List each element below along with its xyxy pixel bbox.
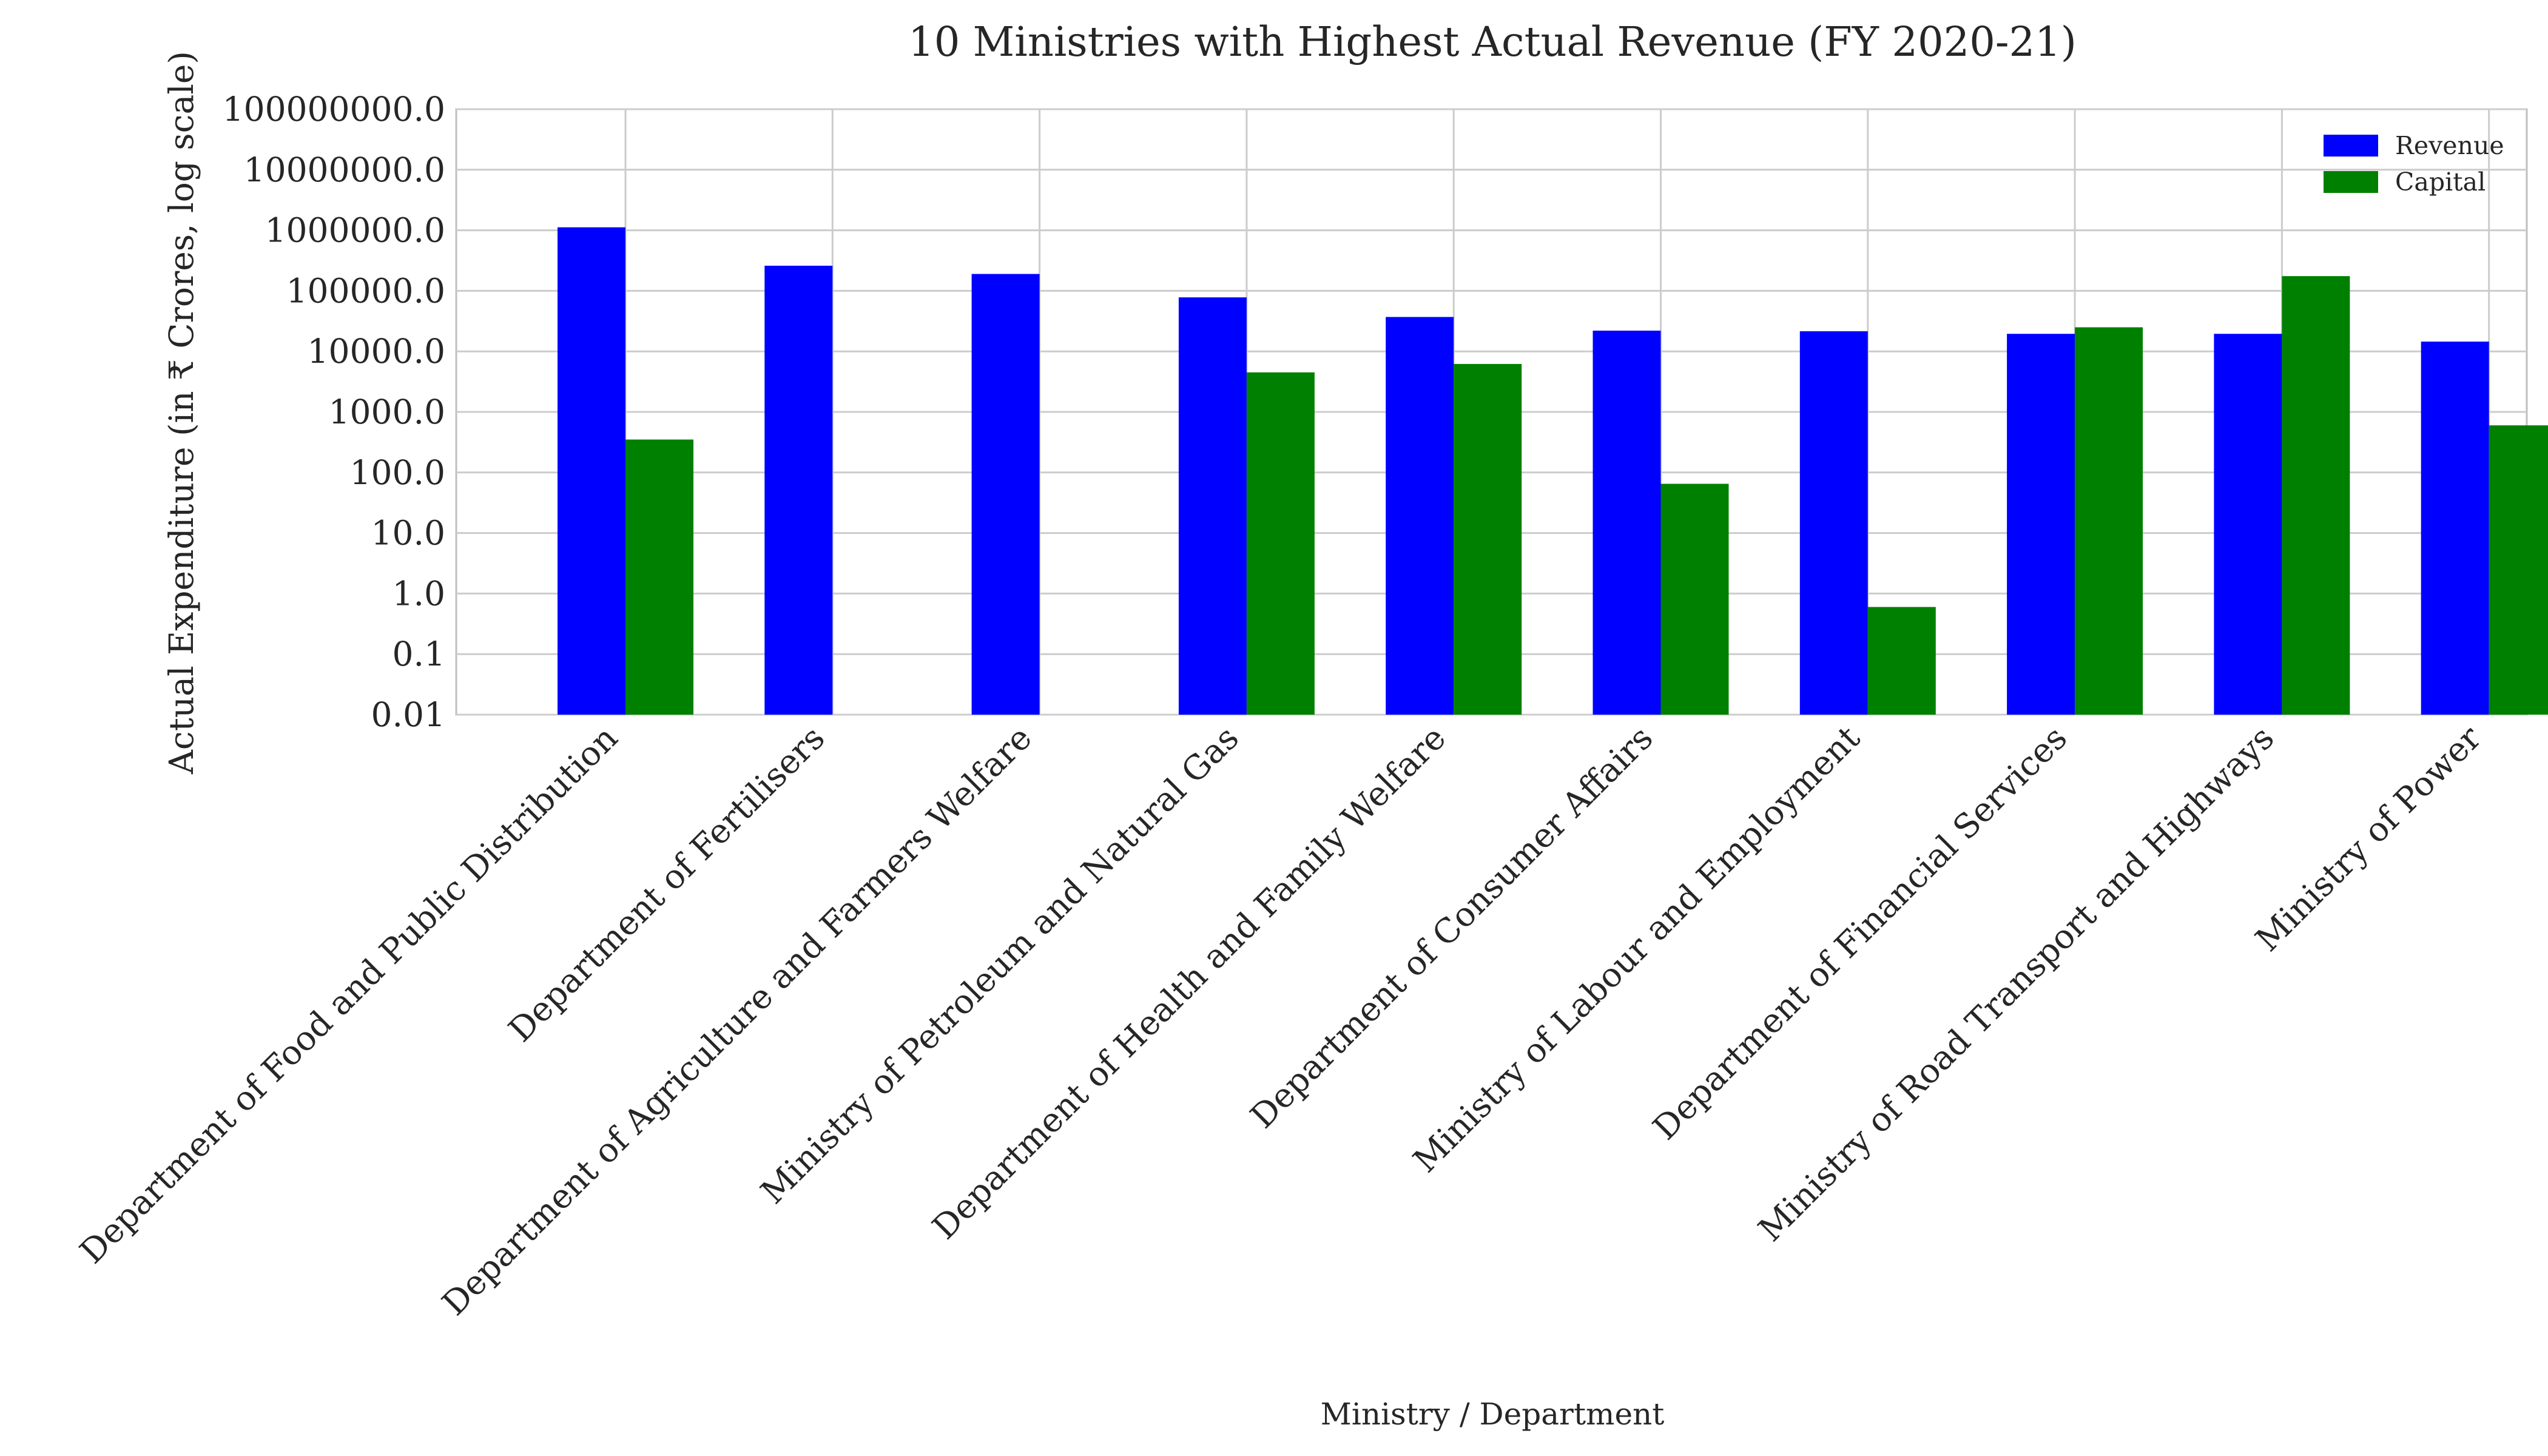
bar-capital: [625, 439, 693, 715]
bar-revenue: [1592, 331, 1661, 715]
legend-swatch-revenue: [2324, 135, 2378, 157]
y-tick-label: 1.0: [393, 574, 445, 613]
y-tick-label: 100.0: [350, 453, 445, 492]
legend-swatch-capital: [2324, 171, 2378, 193]
bar-capital: [2075, 327, 2143, 715]
y-tick-labels: 0.01 0.1 1.0 10.0 100.0 1000.0 10000.0 100000.0…: [223, 90, 445, 734]
y-tick-label: 0.1: [393, 635, 445, 673]
x-tick-label: Ministry of Labour and Employment: [1406, 718, 1867, 1180]
bar-capital: [1660, 484, 1729, 715]
y-tick-label: 100000000.0: [223, 90, 445, 129]
legend-label-capital: Capital: [2395, 167, 2486, 197]
bar-revenue: [2007, 334, 2075, 715]
y-tick-label: 10.0: [371, 514, 445, 553]
y-tick-label: 0.01: [371, 695, 445, 734]
bar-capital: [1454, 363, 1522, 715]
legend-label-revenue: Revenue: [2395, 131, 2504, 160]
x-tick-label: Ministry of Power: [2248, 718, 2489, 959]
bar-capital: [2489, 425, 2548, 715]
legend: Revenue Capital: [2324, 131, 2504, 197]
y-axis-title: Actual Expenditure (in ₹ Crores, log sca…: [162, 51, 201, 775]
bar-revenue: [1178, 297, 1247, 715]
x-tick-label: Department of Consumer Affairs: [1243, 718, 1660, 1136]
bar-capital: [2282, 276, 2350, 715]
chart-title: 10 Ministries with Highest Actual Revenu…: [908, 18, 2077, 66]
y-tick-label: 10000000.0: [244, 150, 445, 189]
bar-revenue: [2214, 334, 2282, 715]
bar-revenue: [1799, 331, 1868, 715]
bar-revenue: [764, 265, 833, 715]
y-tick-label: 1000.0: [329, 393, 445, 431]
bar-revenue: [971, 274, 1040, 715]
x-tick-labels: Department of Food and Public Distributi…: [72, 718, 2489, 1323]
x-tick-label: Department of Financial Services: [1645, 718, 2074, 1147]
bar-revenue: [1386, 317, 1454, 715]
x-tick-label: Ministry of Petroleum and Natural Gas: [753, 718, 1246, 1212]
bar-revenue: [2421, 342, 2489, 715]
bar-capital: [1246, 372, 1315, 715]
y-tick-label: 10000.0: [308, 332, 445, 371]
x-axis-title: Ministry / Department: [1321, 1397, 1665, 1432]
bar-revenue: [558, 227, 625, 715]
y-tick-label: 1000000.0: [265, 211, 445, 250]
y-tick-label: 100000.0: [286, 271, 445, 310]
bar-layer: [558, 227, 2548, 715]
bar-capital: [1867, 607, 1936, 715]
